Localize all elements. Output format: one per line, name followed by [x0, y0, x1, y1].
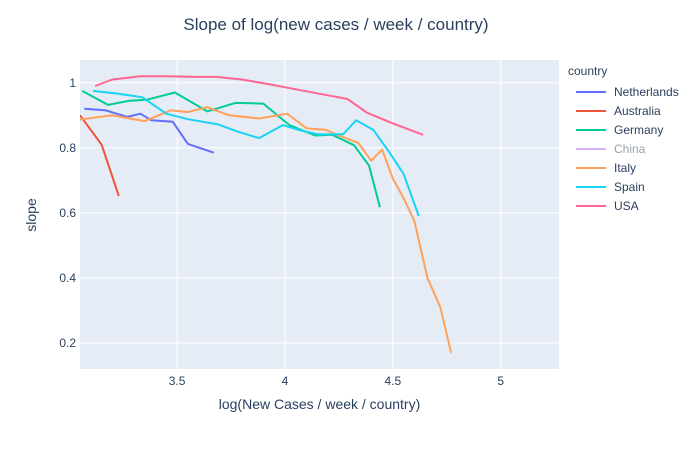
legend-label: Netherlands — [614, 84, 679, 99]
x-tick-label: 4.5 — [385, 374, 402, 388]
x-tick-label: 5 — [497, 374, 504, 388]
legend-swatch — [576, 90, 606, 93]
legend-label: Germany — [614, 122, 664, 137]
tick-labels: 3.5 4 4.5 5 0.2 0.4 0.6 0.8 1 — [59, 76, 504, 388]
legend-items: Netherlands Australia Germany China Italy Spa… — [568, 82, 679, 215]
x-tick-label: 4 — [282, 374, 289, 388]
plot-background — [80, 60, 559, 369]
chart-title: Slope of log(new cases / week / country) — [183, 15, 489, 34]
legend: country Netherlands Australia Germany China… — [568, 62, 679, 215]
grid-lines — [80, 60, 559, 369]
legend-item-china[interactable]: China — [568, 139, 679, 158]
legend-label: China — [614, 141, 646, 156]
series-line-australia — [80, 114, 120, 197]
y-tick-label: 0.8 — [59, 141, 76, 155]
series-line-usa — [94, 75, 424, 136]
legend-label: Spain — [614, 179, 645, 194]
x-axis-label: log(New Cases / week / country) — [218, 396, 421, 412]
y-axis-label: slope — [23, 198, 39, 232]
x-tick-label: 3.5 — [169, 374, 186, 388]
y-tick-label: 0.4 — [59, 271, 76, 285]
series-line-spain — [92, 89, 420, 217]
legend-item-australia[interactable]: Australia — [568, 101, 679, 120]
legend-label: Italy — [614, 160, 637, 175]
y-tick-label: 0.6 — [59, 206, 76, 220]
legend-item-usa[interactable]: USA — [568, 196, 679, 215]
legend-item-spain[interactable]: Spain — [568, 177, 679, 196]
legend-swatch — [576, 185, 606, 188]
y-tick-label: 1 — [69, 76, 76, 90]
series-lines — [80, 75, 453, 353]
legend-item-germany[interactable]: Germany — [568, 120, 679, 139]
legend-swatch — [576, 166, 606, 169]
legend-swatch — [576, 128, 606, 131]
legend-swatch — [576, 147, 606, 150]
series-line-germany — [81, 90, 381, 208]
series-line-italy — [80, 106, 453, 353]
series-line-netherlands — [84, 107, 215, 154]
legend-item-netherlands[interactable]: Netherlands — [568, 82, 679, 101]
legend-swatch — [576, 109, 606, 112]
legend-label: Australia — [614, 103, 661, 118]
legend-label: USA — [614, 198, 639, 213]
legend-item-italy[interactable]: Italy — [568, 158, 679, 177]
legend-swatch — [576, 204, 606, 207]
y-tick-label: 0.2 — [59, 336, 76, 350]
legend-title: country — [568, 64, 608, 78]
